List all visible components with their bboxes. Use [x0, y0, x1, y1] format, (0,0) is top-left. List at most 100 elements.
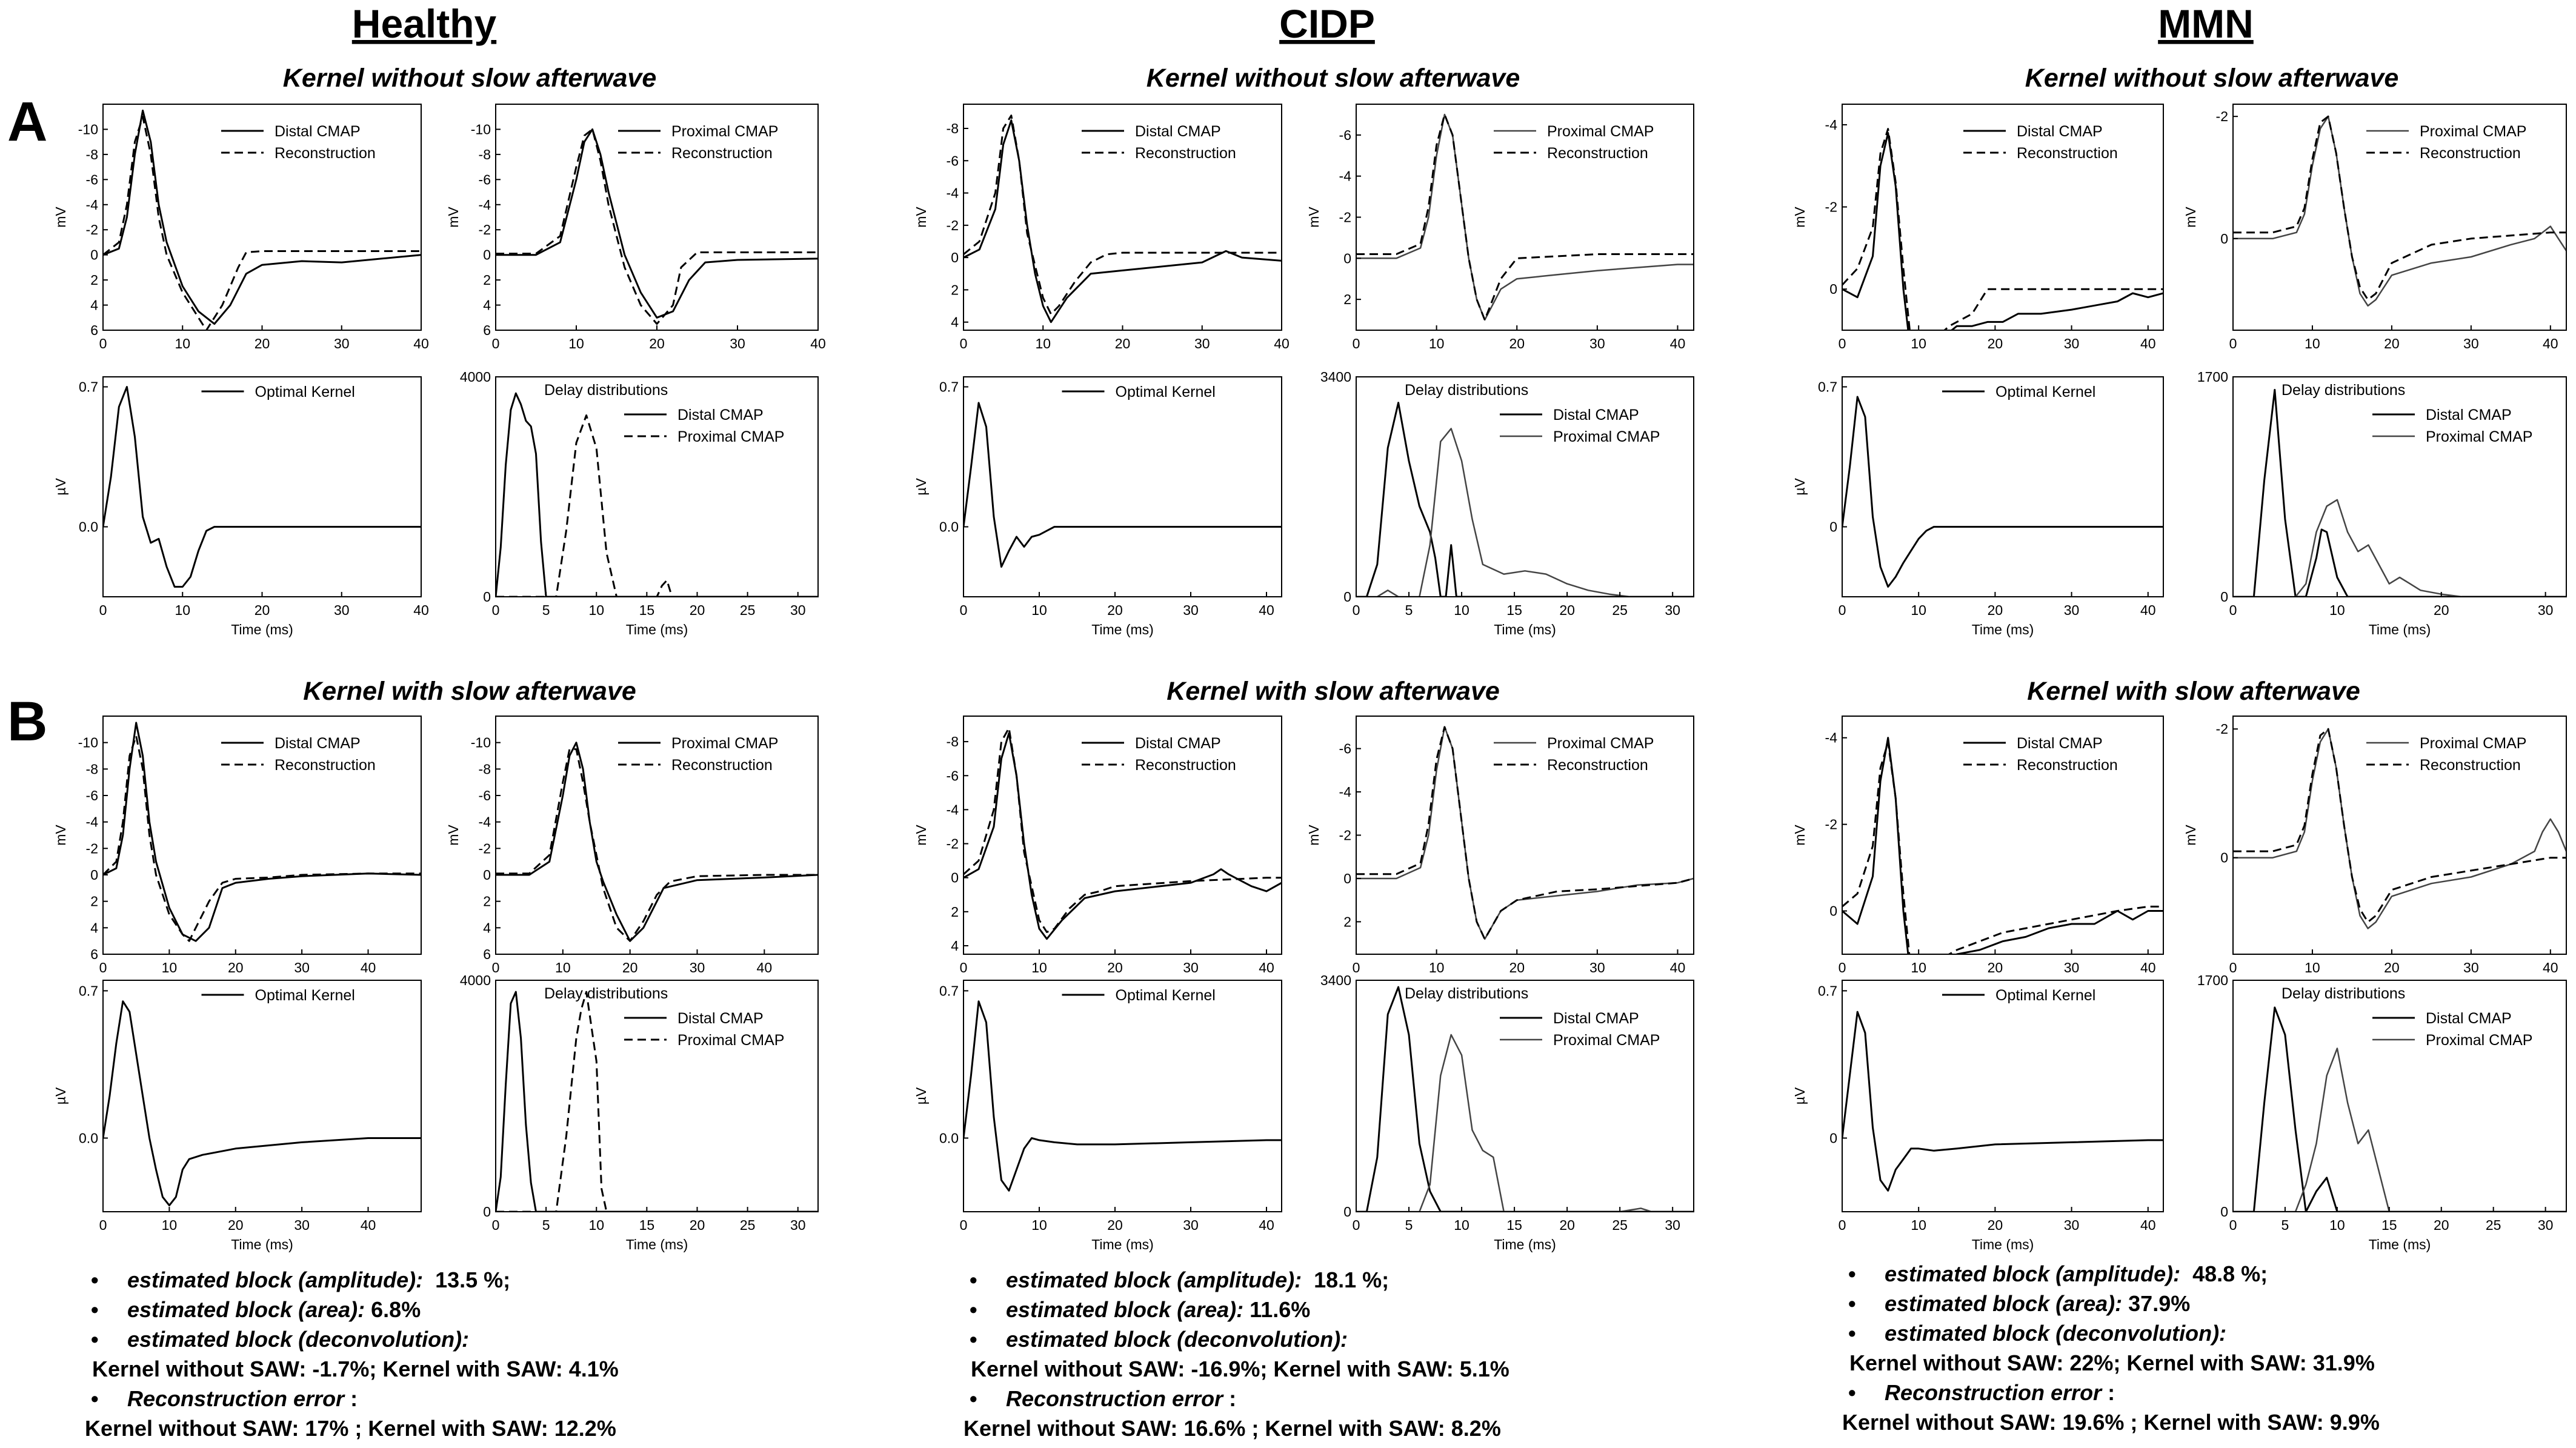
legend-label: Proximal CMAP	[2426, 1032, 2532, 1049]
y-axis-label: mV	[53, 207, 68, 228]
x-tick-label: 40	[413, 602, 429, 618]
summary-amplitude-label: estimated block (amplitude):	[1006, 1267, 1302, 1292]
legend-label: Reconstruction	[275, 145, 376, 162]
y-axis-label: mV	[2183, 825, 2198, 846]
chart-B-MMN-distal: 0 10 20 30 40 -4 -2 0 mV Distal CMAP Reconstructio…	[1792, 716, 2164, 975]
x-tick-label: 15	[639, 1217, 655, 1233]
x-tick-label: 0	[1353, 1217, 1360, 1233]
x-tick-label: 20	[228, 1217, 244, 1233]
x-tick-label: 0	[960, 336, 968, 351]
y-tick-label: -4	[1825, 117, 1838, 133]
y-tick-label: 6	[90, 946, 98, 962]
chart-B-Healthy-delay: 0 5 10 15 20 25 30 0 4000 Time (ms) Delay distribu…	[460, 972, 819, 1252]
legend-label: Proximal CMAP	[2420, 735, 2526, 752]
x-tick-label: 25	[1612, 1217, 1628, 1233]
y-tick-label: 0.7	[79, 379, 98, 395]
x-tick-label: 20	[2384, 960, 2400, 975]
plot-frame	[102, 376, 422, 597]
x-tick-label: 0	[1353, 602, 1360, 618]
x-tick-label: 30	[1589, 960, 1605, 975]
x-tick-label: 30	[334, 602, 350, 618]
plot-frame	[2232, 376, 2567, 597]
section-a-title-mmn: Kernel without slow afterwave	[2025, 64, 2398, 93]
legend-label: Distal CMAP	[1135, 735, 1221, 752]
x-axis-label: Time (ms)	[626, 622, 688, 637]
series-line-secondary	[1842, 741, 2163, 954]
legend-label: Optimal Kernel	[255, 987, 355, 1004]
summary-area-label: estimated block (area):	[1885, 1291, 2123, 1316]
y-tick-label: 0	[2220, 850, 2228, 866]
x-tick-label: 20	[1988, 960, 2003, 975]
chart-B-Healthy-distal: 0 10 20 30 40 -10 -8 -6 -4 -2 0 2 4 6 mV Distal CMAP Rec…	[53, 716, 422, 975]
y-tick-label: -4	[947, 185, 959, 201]
y-tick-label: -6	[479, 788, 491, 803]
y-tick-label: 0	[1829, 281, 1837, 297]
legend-label: Distal CMAP	[677, 407, 764, 423]
x-tick-label: 20	[1115, 336, 1131, 351]
x-tick-label: 10	[1454, 1217, 1469, 1233]
x-tick-label: 40	[361, 1217, 376, 1233]
y-tick-label: -8	[86, 761, 98, 777]
x-tick-label: 10	[1031, 960, 1047, 975]
section-b-title-healthy: Kernel with slow afterwave	[303, 677, 636, 706]
series-line-primary	[1356, 113, 1694, 321]
series-line-secondary	[1842, 128, 2163, 330]
x-tick-label: 0	[1353, 960, 1360, 975]
x-tick-label: 10	[2329, 1217, 2345, 1233]
y-tick-label: -6	[1339, 127, 1351, 143]
y-tick-label: -4	[86, 814, 99, 830]
x-axis-label: Time (ms)	[1494, 1237, 1556, 1252]
x-tick-label: 10	[1911, 602, 1926, 618]
x-tick-label: 10	[2329, 602, 2345, 618]
y-axis-label: mV	[445, 207, 461, 228]
y-tick-label: 0.7	[1818, 983, 1837, 998]
y-tick-label: 0.7	[939, 379, 959, 395]
y-tick-label: -4	[947, 802, 959, 817]
y-axis-label: mV	[2183, 207, 2198, 228]
x-tick-label: 20	[1509, 960, 1525, 975]
delay-title: Delay distributions	[1405, 985, 1528, 1002]
x-tick-label: 40	[757, 960, 773, 975]
y-tick-label: 0	[1343, 250, 1351, 266]
y-tick-label: -4	[479, 197, 491, 213]
x-axis-label: Time (ms)	[626, 1237, 688, 1252]
summary-recon-values: Kernel without SAW: 17% ; Kernel with SA…	[85, 1416, 616, 1441]
x-tick-label: 40	[2543, 960, 2558, 975]
y-tick-label: -4	[86, 197, 99, 213]
y-tick-label: -2	[947, 218, 959, 233]
x-tick-label: 0	[492, 336, 500, 351]
x-axis-label: Time (ms)	[2369, 622, 2431, 637]
x-tick-label: 20	[255, 602, 270, 618]
series-line-primary	[1356, 986, 1694, 1212]
summary-area-label: estimated block (area):	[127, 1297, 365, 1322]
y-tick-label: 1700	[2197, 972, 2228, 988]
chart-A-MMN-distal: 0 10 20 30 40 -4 -2 0 mV Distal CMAP Reconstructio…	[1792, 104, 2164, 351]
summary-recon-label: Reconstruction error	[1885, 1380, 2102, 1405]
x-axis-label: Time (ms)	[1972, 622, 2034, 637]
series-line-secondary	[2233, 1048, 2566, 1212]
x-tick-label: 20	[1559, 1217, 1575, 1233]
legend-label: Optimal Kernel	[255, 384, 355, 400]
plot-frame	[2232, 716, 2567, 955]
y-tick-label: -10	[471, 121, 491, 137]
y-tick-label: -2	[2216, 721, 2228, 737]
x-tick-label: 0	[2229, 602, 2237, 618]
y-tick-label: -4	[1339, 168, 1352, 184]
x-tick-label: 30	[2064, 960, 2080, 975]
summary-area-value: 37.9%	[2128, 1291, 2191, 1316]
summary-amplitude-label: estimated block (amplitude):	[127, 1267, 424, 1292]
x-tick-label: 10	[162, 960, 178, 975]
y-tick-label: 0	[483, 1204, 491, 1220]
x-tick-label: 0	[1839, 336, 1846, 351]
chart-A-CIDP-distal: 0 10 20 30 40 -8 -6 -4 -2 0 2 4 mV Distal CMAP Reconst…	[913, 104, 1290, 351]
x-tick-label: 40	[2140, 602, 2156, 618]
y-tick-label: -4	[1825, 730, 1838, 746]
y-axis-label: µV	[913, 478, 929, 496]
legend-label: Reconstruction	[671, 757, 773, 774]
x-tick-label: 30	[1665, 1217, 1680, 1233]
x-axis-label: Time (ms)	[1972, 1237, 2034, 1252]
legend-label: Distal CMAP	[1135, 123, 1221, 140]
legend-label: Proximal CMAP	[1553, 1032, 1660, 1049]
x-tick-label: 30	[1183, 1217, 1199, 1233]
y-tick-label: 0	[1343, 1204, 1351, 1220]
